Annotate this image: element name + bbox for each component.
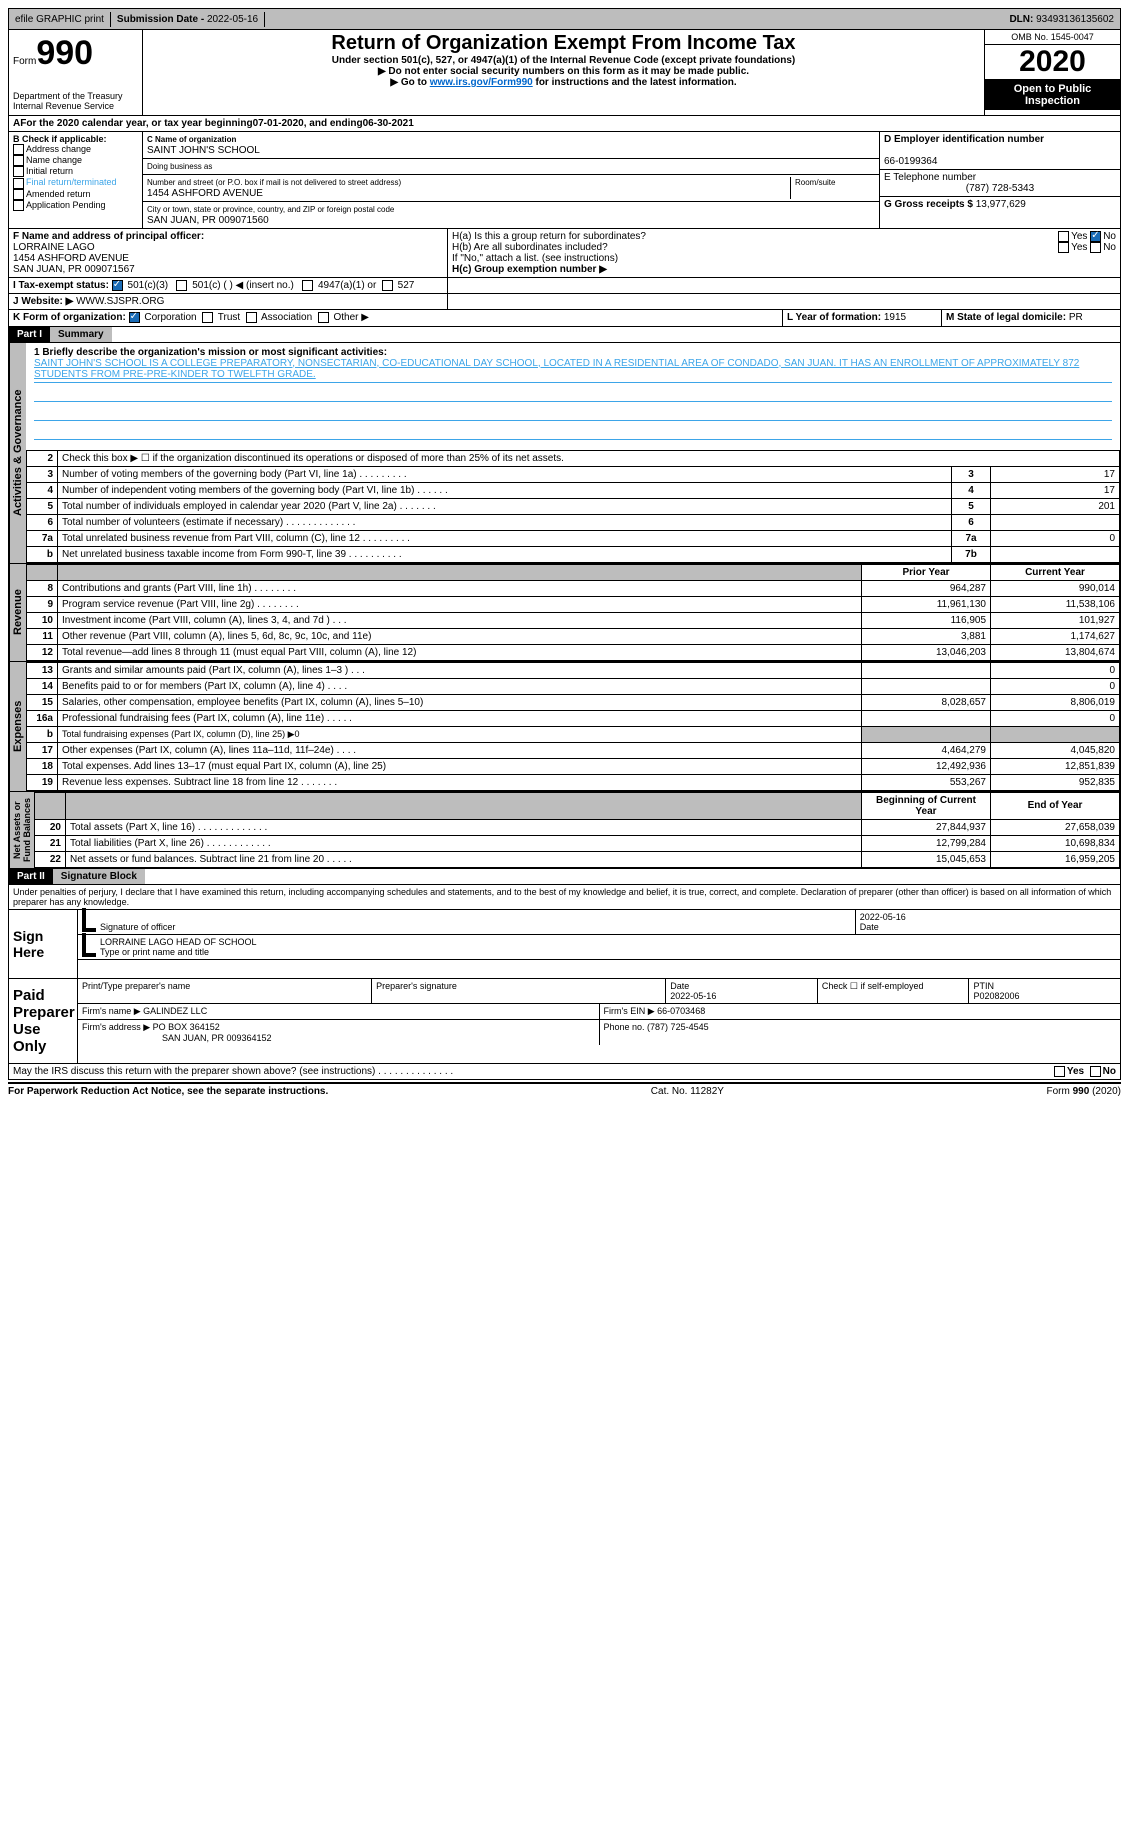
form-header: Form990 Department of the TreasuryIntern… — [8, 30, 1121, 116]
activities-governance-section: Activities & Governance 1 Briefly descri… — [8, 343, 1121, 564]
website-row: J Website: ▶ WWW.SJSPR.ORG — [8, 294, 1121, 310]
expenses-section: Expenses 13Grants and similar amounts pa… — [8, 662, 1121, 792]
expenses-table: 13Grants and similar amounts paid (Part … — [26, 662, 1120, 791]
section-c: C Name of organizationSAINT JOHN'S SCHOO… — [143, 132, 880, 228]
net-assets-table: Beginning of Current YearEnd of Year 20T… — [34, 792, 1120, 868]
submission-date: Submission Date - 2022-05-16 — [111, 12, 265, 27]
check-501c[interactable] — [176, 280, 187, 291]
firm-phone: (787) 725-4545 — [647, 1022, 709, 1032]
topbar: efile GRAPHIC print Submission Date - 20… — [8, 8, 1121, 30]
mission-prompt: 1 Briefly describe the organization's mi… — [34, 347, 1112, 358]
hb-no[interactable] — [1090, 242, 1101, 253]
website: WWW.SJSPR.ORG — [76, 296, 164, 307]
ha-no[interactable] — [1090, 231, 1101, 242]
dept-treasury: Department of the TreasuryInternal Reven… — [13, 91, 138, 111]
section-f: F Name and address of principal officer:… — [9, 229, 448, 277]
vert-label-governance: Activities & Governance — [9, 343, 26, 563]
part-1-header: Part ISummary — [8, 327, 1121, 343]
entity-block: B Check if applicable: Address change Na… — [8, 132, 1121, 229]
revenue-section: Revenue Prior YearCurrent Year 8Contribu… — [8, 564, 1121, 662]
check-address-change[interactable] — [13, 144, 24, 155]
year-formation: 1915 — [884, 312, 906, 323]
check-corp[interactable] — [129, 312, 140, 323]
form-page-label: Form 990 (2020) — [1047, 1086, 1121, 1097]
tax-year: 2020 — [985, 45, 1120, 80]
paid-preparer-block: PaidPreparerUse Only Print/Type preparer… — [8, 979, 1121, 1064]
check-final-return[interactable] — [13, 178, 24, 189]
section-b: B Check if applicable: Address change Na… — [9, 132, 143, 228]
city-state-zip: SAN JUAN, PR 009071560 — [147, 215, 269, 226]
officer-print-name: LORRAINE LAGO HEAD OF SCHOOL — [100, 937, 257, 947]
state-domicile: PR — [1069, 312, 1083, 323]
gross-receipts: 13,977,629 — [976, 199, 1026, 210]
privacy-note: Do not enter social security numbers on … — [147, 66, 980, 77]
check-assoc[interactable] — [246, 312, 257, 323]
firm-ein: 66-0703468 — [657, 1006, 705, 1016]
omb-number: OMB No. 1545-0047 — [985, 30, 1120, 45]
check-initial-return[interactable] — [13, 166, 24, 177]
street-address: 1454 ASHFORD AVENUE — [147, 188, 263, 199]
open-to-public: Open to PublicInspection — [985, 80, 1120, 110]
revenue-table: Prior YearCurrent Year 8Contributions an… — [26, 564, 1120, 661]
sign-date: 2022-05-16 — [860, 912, 906, 922]
check-527[interactable] — [382, 280, 393, 291]
vert-label-net: Net Assets orFund Balances — [9, 792, 34, 868]
officer-name: LORRAINE LAGO — [13, 242, 95, 253]
penalties-statement: Under penalties of perjury, I declare th… — [8, 885, 1121, 910]
discuss-row: May the IRS discuss this return with the… — [8, 1064, 1121, 1080]
firm-address: PO BOX 364152 — [153, 1022, 220, 1032]
hb-yes[interactable] — [1058, 242, 1069, 253]
org-form-row: K Form of organization: Corporation Trus… — [8, 310, 1121, 326]
firm-name: GALINDEZ LLC — [143, 1006, 207, 1016]
officer-group-block: F Name and address of principal officer:… — [8, 229, 1121, 278]
form-number: 990 — [36, 34, 93, 72]
instructions-link[interactable]: www.irs.gov/Form990 — [430, 77, 533, 88]
check-app-pending[interactable] — [13, 200, 24, 211]
check-other[interactable] — [318, 312, 329, 323]
discuss-yes[interactable] — [1054, 1066, 1065, 1077]
vert-label-revenue: Revenue — [9, 564, 26, 661]
ha-yes[interactable] — [1058, 231, 1069, 242]
right-info: D Employer identification number66-01993… — [880, 132, 1120, 228]
form-title: Return of Organization Exempt From Incom… — [147, 32, 980, 55]
part-2-header: Part IISignature Block — [8, 869, 1121, 885]
discuss-no[interactable] — [1090, 1066, 1101, 1077]
org-name: SAINT JOHN'S SCHOOL — [147, 145, 260, 156]
vert-label-expenses: Expenses — [9, 662, 26, 791]
tax-period: A For the 2020 calendar year, or tax yea… — [8, 116, 1121, 132]
governance-table: 2Check this box ▶ ☐ if the organization … — [26, 450, 1120, 563]
mission-text: SAINT JOHN'S SCHOOL IS A COLLEGE PREPARA… — [34, 358, 1112, 383]
telephone: (787) 728-5343 — [884, 183, 1116, 194]
page-footer: For Paperwork Reduction Act Notice, see … — [8, 1082, 1121, 1097]
section-h: H(a) Is this a group return for subordin… — [448, 229, 1120, 277]
paid-preparer-label: PaidPreparerUse Only — [9, 979, 78, 1063]
ptin: P02082006 — [973, 991, 1019, 1001]
check-501c3[interactable] — [112, 280, 123, 291]
net-assets-section: Net Assets orFund Balances Beginning of … — [8, 792, 1121, 869]
efile-label[interactable]: efile GRAPHIC print — [9, 12, 111, 27]
form-subtitle: Under section 501(c), 527, or 4947(a)(1)… — [147, 55, 980, 66]
dln: DLN: 93493136135602 — [1003, 12, 1120, 27]
check-name-change[interactable] — [13, 155, 24, 166]
sign-here-label: Sign Here — [9, 910, 78, 978]
preparer-date: 2022-05-16 — [670, 991, 716, 1001]
check-trust[interactable] — [202, 312, 213, 323]
check-4947[interactable] — [302, 280, 313, 291]
ein: 66-0199364 — [884, 156, 937, 167]
form-word: Form — [13, 56, 36, 67]
tax-status-row: I Tax-exempt status: 501(c)(3) 501(c) ( … — [8, 278, 1121, 294]
sign-here-block: Sign Here Signature of officer 2022-05-1… — [8, 910, 1121, 979]
check-amended[interactable] — [13, 189, 24, 200]
name-arrow-icon — [82, 933, 96, 957]
signature-arrow-icon — [82, 908, 96, 932]
